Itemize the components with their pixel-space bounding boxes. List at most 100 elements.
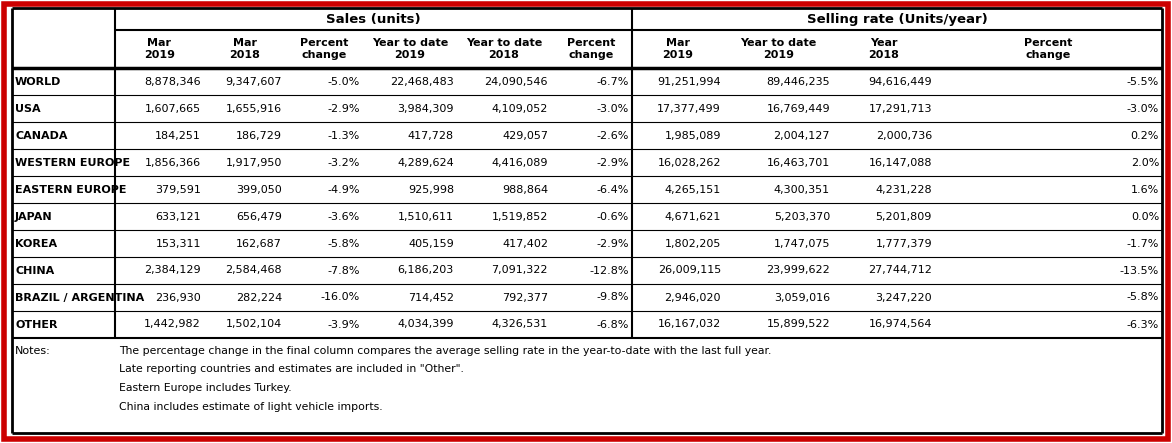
Text: -6.3%: -6.3%	[1126, 319, 1159, 330]
Text: -4.9%: -4.9%	[327, 184, 360, 194]
Text: 2,000,736: 2,000,736	[875, 131, 932, 140]
Text: 1,856,366: 1,856,366	[145, 158, 202, 167]
Text: 5,201,809: 5,201,809	[875, 211, 932, 222]
Text: -2.9%: -2.9%	[327, 104, 360, 113]
Text: -3.0%: -3.0%	[597, 104, 629, 113]
Text: 1,655,916: 1,655,916	[226, 104, 282, 113]
Text: 22,468,483: 22,468,483	[390, 77, 454, 86]
Text: 23,999,622: 23,999,622	[766, 265, 830, 276]
Text: Mar
2019: Mar 2019	[144, 38, 175, 60]
Text: -12.8%: -12.8%	[590, 265, 629, 276]
Text: -1.3%: -1.3%	[328, 131, 360, 140]
Text: 4,300,351: 4,300,351	[774, 184, 830, 194]
Text: China includes estimate of light vehicle imports.: China includes estimate of light vehicle…	[120, 401, 382, 412]
Text: Year
2018: Year 2018	[868, 38, 899, 60]
Text: CHINA: CHINA	[15, 265, 54, 276]
Text: 9,347,607: 9,347,607	[225, 77, 282, 86]
Text: 6,186,203: 6,186,203	[397, 265, 454, 276]
Text: USA: USA	[15, 104, 41, 113]
Text: 184,251: 184,251	[155, 131, 202, 140]
Text: 89,446,235: 89,446,235	[766, 77, 830, 86]
Text: -2.9%: -2.9%	[597, 158, 629, 167]
Text: -9.8%: -9.8%	[597, 292, 629, 303]
Text: 2,584,468: 2,584,468	[225, 265, 282, 276]
Text: 91,251,994: 91,251,994	[657, 77, 721, 86]
Text: 4,416,089: 4,416,089	[491, 158, 548, 167]
Text: 792,377: 792,377	[502, 292, 548, 303]
Text: -5.8%: -5.8%	[1126, 292, 1159, 303]
Text: 2,004,127: 2,004,127	[774, 131, 830, 140]
Text: 379,591: 379,591	[155, 184, 202, 194]
Text: 1,777,379: 1,777,379	[875, 238, 932, 249]
Text: 1,802,205: 1,802,205	[665, 238, 721, 249]
Text: -7.8%: -7.8%	[327, 265, 360, 276]
Text: -1.7%: -1.7%	[1126, 238, 1159, 249]
Text: -3.6%: -3.6%	[328, 211, 360, 222]
Text: -3.2%: -3.2%	[328, 158, 360, 167]
Text: 27,744,712: 27,744,712	[868, 265, 932, 276]
Text: 5,203,370: 5,203,370	[774, 211, 830, 222]
Text: 16,974,564: 16,974,564	[868, 319, 932, 330]
Text: CANADA: CANADA	[15, 131, 68, 140]
Text: KOREA: KOREA	[15, 238, 57, 249]
Text: 282,224: 282,224	[236, 292, 282, 303]
Text: WORLD: WORLD	[15, 77, 61, 86]
Text: 3,059,016: 3,059,016	[774, 292, 830, 303]
Text: 4,326,531: 4,326,531	[492, 319, 548, 330]
Text: 153,311: 153,311	[156, 238, 202, 249]
Text: Late reporting countries and estimates are included in "Other".: Late reporting countries and estimates a…	[120, 365, 464, 374]
Text: 1,502,104: 1,502,104	[226, 319, 282, 330]
Text: 1,917,950: 1,917,950	[226, 158, 282, 167]
Text: 633,121: 633,121	[156, 211, 202, 222]
Text: -5.0%: -5.0%	[328, 77, 360, 86]
Text: 186,729: 186,729	[236, 131, 282, 140]
Text: 16,769,449: 16,769,449	[766, 104, 830, 113]
Text: -2.6%: -2.6%	[597, 131, 629, 140]
Text: 236,930: 236,930	[155, 292, 202, 303]
Text: 4,265,151: 4,265,151	[665, 184, 721, 194]
Text: 16,167,032: 16,167,032	[657, 319, 721, 330]
Text: -5.5%: -5.5%	[1126, 77, 1159, 86]
Text: 0.0%: 0.0%	[1131, 211, 1159, 222]
Text: 405,159: 405,159	[408, 238, 454, 249]
Text: 1,747,075: 1,747,075	[774, 238, 830, 249]
Text: 15,899,522: 15,899,522	[766, 319, 830, 330]
Text: Mar
2019: Mar 2019	[662, 38, 694, 60]
Text: 16,463,701: 16,463,701	[766, 158, 830, 167]
Text: Sales (units): Sales (units)	[326, 12, 421, 26]
Text: -2.9%: -2.9%	[597, 238, 629, 249]
Text: 94,616,449: 94,616,449	[868, 77, 932, 86]
Text: -6.7%: -6.7%	[597, 77, 629, 86]
Text: Eastern Europe includes Turkey.: Eastern Europe includes Turkey.	[120, 383, 292, 393]
Text: 4,231,228: 4,231,228	[875, 184, 932, 194]
Text: -5.8%: -5.8%	[328, 238, 360, 249]
Text: 1,519,852: 1,519,852	[491, 211, 548, 222]
Text: -6.4%: -6.4%	[597, 184, 629, 194]
Text: 16,028,262: 16,028,262	[657, 158, 721, 167]
Text: 714,452: 714,452	[408, 292, 454, 303]
Text: 17,377,499: 17,377,499	[657, 104, 721, 113]
Text: 1,510,611: 1,510,611	[398, 211, 454, 222]
Text: 1.6%: 1.6%	[1131, 184, 1159, 194]
Text: -3.0%: -3.0%	[1126, 104, 1159, 113]
Text: EASTERN EUROPE: EASTERN EUROPE	[15, 184, 127, 194]
Text: 4,109,052: 4,109,052	[491, 104, 548, 113]
Text: Percent
change: Percent change	[300, 38, 348, 60]
Text: The percentage change in the final column compares the average selling rate in t: The percentage change in the final colum…	[120, 346, 771, 356]
Text: 656,479: 656,479	[236, 211, 282, 222]
Text: 988,864: 988,864	[502, 184, 548, 194]
Text: 2,946,020: 2,946,020	[665, 292, 721, 303]
Text: 417,728: 417,728	[408, 131, 454, 140]
Text: 7,091,322: 7,091,322	[491, 265, 548, 276]
Text: 17,291,713: 17,291,713	[868, 104, 932, 113]
Text: Selling rate (Units/year): Selling rate (Units/year)	[806, 12, 987, 26]
Text: 8,878,346: 8,878,346	[144, 77, 202, 86]
Text: 1,607,665: 1,607,665	[145, 104, 202, 113]
Text: 162,687: 162,687	[236, 238, 282, 249]
Text: 417,402: 417,402	[502, 238, 548, 249]
Text: -16.0%: -16.0%	[321, 292, 360, 303]
Text: Year to date
2019: Year to date 2019	[741, 38, 817, 60]
Text: Notes:: Notes:	[15, 346, 50, 356]
Text: Percent
change: Percent change	[1024, 38, 1072, 60]
Text: -3.9%: -3.9%	[328, 319, 360, 330]
